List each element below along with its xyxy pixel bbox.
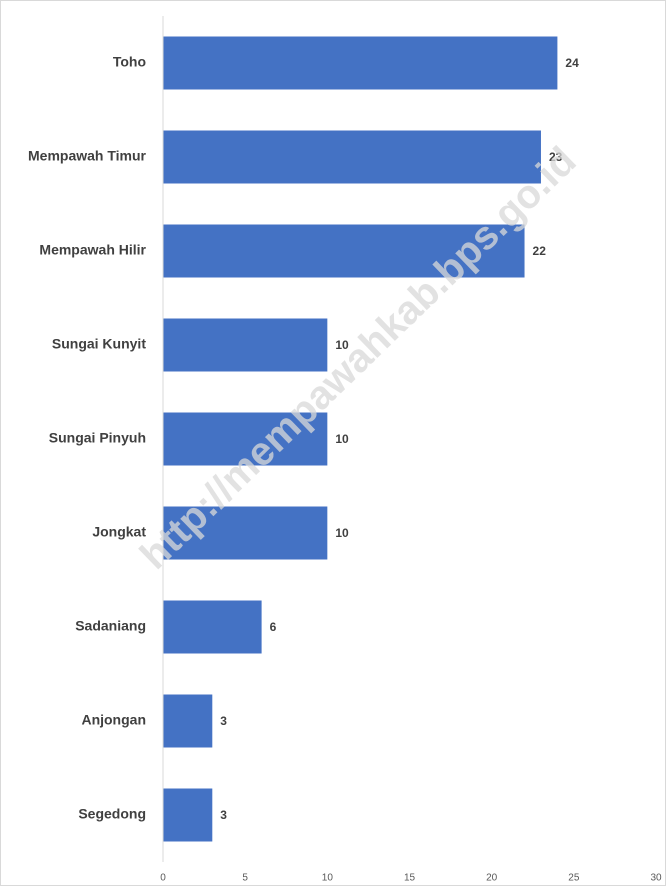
bar bbox=[163, 318, 328, 372]
y-tick-label: Sungai Kunyit bbox=[52, 336, 146, 352]
bar bbox=[163, 788, 213, 842]
y-tick-label: Toho bbox=[113, 54, 146, 70]
data-label: 6 bbox=[270, 620, 277, 634]
data-label: 23 bbox=[549, 150, 563, 164]
data-label: 10 bbox=[335, 432, 349, 446]
bar bbox=[163, 36, 558, 90]
x-tick-label: 20 bbox=[486, 873, 498, 884]
bar bbox=[163, 224, 525, 278]
y-tick-label: Sadaniang bbox=[75, 618, 146, 634]
bar bbox=[163, 600, 262, 654]
data-label: 3 bbox=[220, 808, 227, 822]
y-tick-label: Mempawah Timur bbox=[28, 148, 147, 164]
x-tick-label: 15 bbox=[404, 873, 416, 884]
y-tick-label: Anjongan bbox=[81, 712, 146, 728]
y-tick-label: Mempawah Hilir bbox=[39, 242, 146, 258]
x-tick-label: 30 bbox=[650, 873, 662, 884]
bar bbox=[163, 412, 328, 466]
data-label: 24 bbox=[565, 56, 579, 70]
y-tick-label: Jongkat bbox=[92, 524, 146, 540]
data-label: 10 bbox=[335, 526, 349, 540]
y-tick-label: Segedong bbox=[78, 806, 146, 822]
bar bbox=[163, 506, 328, 560]
data-label: 10 bbox=[335, 338, 349, 352]
bar bbox=[163, 694, 213, 748]
data-label: 22 bbox=[533, 244, 547, 258]
x-tick-label: 10 bbox=[322, 873, 334, 884]
x-tick-label: 5 bbox=[242, 873, 248, 884]
data-label: 3 bbox=[220, 714, 227, 728]
x-tick-label: 25 bbox=[568, 873, 580, 884]
bar bbox=[163, 130, 541, 184]
x-tick-label: 0 bbox=[160, 873, 166, 884]
y-tick-label: Sungai Pinyuh bbox=[49, 430, 146, 446]
